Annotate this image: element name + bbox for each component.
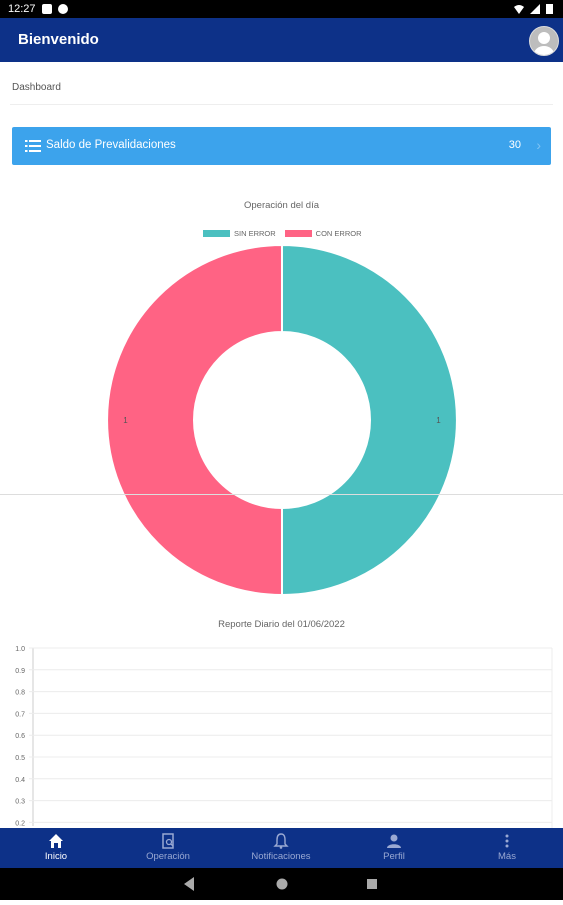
y-tick-label: 0.6 xyxy=(15,733,25,740)
slice-value-label: 1 xyxy=(436,416,441,425)
divider xyxy=(10,104,553,105)
bar-chart: 1.0 0.9 0.8 0.7 0.6 0.5 0.4 0.3 0.2 xyxy=(15,646,553,828)
back-icon[interactable] xyxy=(184,877,194,891)
status-time: 12:27 xyxy=(8,3,36,15)
user-avatar-icon xyxy=(534,32,554,55)
donut-legend: SIN ERROR CON ERROR xyxy=(203,229,371,238)
nav-item-inicio[interactable]: Inicio xyxy=(0,828,112,868)
bottom-navigation: Inicio Operación Notificaciones Perfil M… xyxy=(0,828,563,868)
legend-label: SIN ERROR xyxy=(234,229,276,238)
more-vertical-icon xyxy=(505,834,509,848)
nav-label: Notificaciones xyxy=(251,851,311,862)
nav-label: Inicio xyxy=(44,851,68,862)
signal-icon xyxy=(530,3,540,14)
donut-slice-sin-error[interactable] xyxy=(281,243,458,597)
app-bar: Bienvenido xyxy=(0,18,563,62)
status-bar: 12:27 xyxy=(0,0,563,18)
nav-item-perfil[interactable]: Perfil xyxy=(338,828,450,868)
person-icon xyxy=(387,834,401,848)
nav-item-mas[interactable]: Más xyxy=(451,828,563,868)
prevalidation-balance-card[interactable]: Saldo de Prevalidaciones 30 › xyxy=(12,127,551,165)
divider xyxy=(0,494,563,495)
system-navigation-bar xyxy=(0,868,563,900)
chevron-right-icon: › xyxy=(536,137,541,153)
system-nav-buttons xyxy=(184,877,377,891)
bell-icon xyxy=(273,833,289,849)
y-tick-label: 0.3 xyxy=(15,799,25,806)
slice-value-label: 1 xyxy=(123,416,128,425)
legend-label: CON ERROR xyxy=(315,229,362,238)
recents-icon[interactable] xyxy=(367,879,377,889)
nav-item-notificaciones[interactable]: Notificaciones xyxy=(225,828,337,868)
app-title: Bienvenido xyxy=(18,31,99,48)
nav-label: Operación xyxy=(146,851,190,862)
nav-label: Más xyxy=(498,851,516,862)
legend-swatch xyxy=(284,230,312,237)
legend-item-con-error[interactable]: CON ERROR xyxy=(284,229,362,238)
status-icons xyxy=(514,3,553,14)
home-button-icon[interactable] xyxy=(276,878,288,890)
y-tick-label: 1.0 xyxy=(15,646,25,653)
donut-chart-title: Operación del día xyxy=(244,200,319,211)
list-icon xyxy=(25,140,41,152)
nav-item-operacion[interactable]: Operación xyxy=(112,828,224,868)
bar-chart-title: Reporte Diario del 01/06/2022 xyxy=(218,619,345,630)
clipboard-search-icon xyxy=(162,833,174,849)
active-tab-indicator xyxy=(0,826,113,828)
y-tick-label: 0.5 xyxy=(15,755,25,762)
y-tick-label: 0.8 xyxy=(15,690,25,697)
app-notification-icon xyxy=(41,4,52,14)
legend-item-sin-error[interactable]: SIN ERROR xyxy=(203,229,276,238)
y-tick-label: 0.7 xyxy=(15,711,25,718)
app-notification-icon xyxy=(57,4,68,14)
legend-swatch xyxy=(203,230,230,237)
donut-slice-con-error[interactable] xyxy=(106,243,283,597)
avatar[interactable] xyxy=(529,26,559,56)
y-tick-label: 0.2 xyxy=(15,820,25,827)
card-count: 30 xyxy=(508,139,521,151)
y-tick-label: 0.4 xyxy=(15,777,25,784)
home-icon xyxy=(49,834,63,848)
battery-icon xyxy=(546,4,553,14)
wifi-icon xyxy=(514,4,524,14)
nav-label: Perfil xyxy=(383,851,405,862)
breadcrumb: Dashboard xyxy=(12,82,61,93)
donut-chart: 11 xyxy=(106,243,458,597)
card-label: Saldo de Prevalidaciones xyxy=(46,139,176,151)
y-tick-label: 0.9 xyxy=(15,668,25,675)
